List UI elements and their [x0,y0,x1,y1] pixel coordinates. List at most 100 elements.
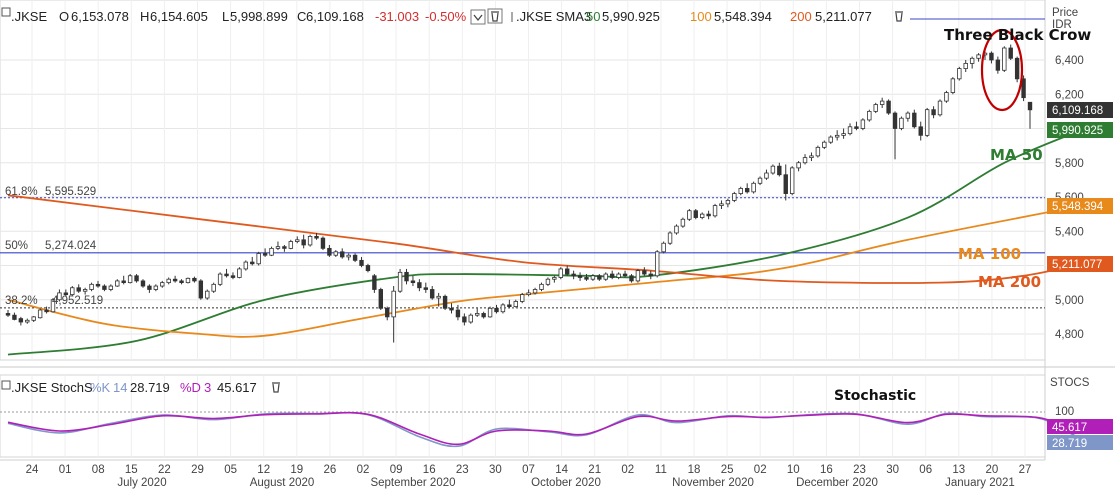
candle [442,294,448,311]
candle [25,318,30,324]
ma-line-ma100 [7,204,1082,338]
candle [950,77,956,95]
candle-body [404,271,409,282]
candle-body [494,307,499,313]
candle-body [95,283,101,287]
candle [121,275,126,285]
candle-body [301,239,306,246]
candle-body [610,273,615,278]
candle [134,274,139,283]
ma50-price-tag [1047,122,1113,138]
candle [410,275,416,287]
candle-body [944,92,949,102]
candle-body [352,254,358,261]
candle [172,275,178,283]
close-value: 6,109.168 [306,9,364,24]
candle-body [584,277,589,280]
candle-body [37,309,43,319]
candle [307,234,313,247]
candle-body [667,232,673,244]
day-tick-label: 16 [423,464,436,476]
legend-dropdown-button[interactable] [470,9,486,25]
candle [661,241,666,254]
annotation-ma200: MA 200 [978,273,1041,291]
candle [230,272,236,280]
candle [115,279,120,287]
candle-body [873,104,878,112]
candle-body [738,188,743,194]
candle-body [969,57,975,64]
candle-body [224,273,229,277]
candle [295,236,300,244]
candle-body [50,299,56,313]
candle-body [648,273,653,277]
candle [481,311,486,319]
candle-body [140,280,146,287]
candle [391,286,396,343]
candle [719,200,724,209]
candle-body [282,246,287,249]
candle [699,212,705,220]
candle [526,289,531,297]
stoch-k-tag [1047,435,1113,450]
stochastic-lines [7,411,1082,448]
day-tick-label: 11 [655,464,667,476]
candle-body [44,309,49,313]
candle [577,272,583,281]
candle-body [577,275,583,278]
candle [732,191,737,203]
candle [63,289,69,297]
candle [918,121,923,141]
month-label: January 2021 [945,477,1015,489]
candle [610,270,615,280]
candle [828,135,833,144]
day-tick-label: 13 [952,464,965,476]
day-tick-label: 23 [456,464,469,476]
day-tick-label: 29 [191,464,204,476]
candle-body [475,313,480,316]
candle [417,279,422,292]
candle [18,316,24,326]
candle [359,256,364,268]
sma100-value: 5,548.394 [714,9,772,24]
candle-body [565,268,570,275]
fib-618-pct: 61.8% [5,186,38,198]
candle [449,303,454,314]
candle [744,183,750,194]
legend-delete-button-2[interactable] [895,11,903,22]
candle-body [558,268,563,278]
change-value: -31.003 [375,9,419,24]
candle-body [905,112,911,119]
candle-body [513,301,518,307]
candle [5,310,11,317]
candle-body [616,273,621,278]
candle-body [487,307,493,318]
stoch-d-value: 45.617 [217,380,257,395]
annotation-ma100: MA 100 [958,245,1021,263]
candle [243,260,249,271]
candle-body [327,247,332,256]
stoch-legend-checkbox[interactable] [1,380,11,390]
candle-body [397,271,403,292]
candle [185,277,191,284]
candle [500,303,506,314]
fibonacci-levels [0,197,1045,309]
candle-body [192,277,197,282]
candle [674,224,679,235]
candle [423,282,428,293]
candle-body [455,309,461,318]
candle [565,265,570,276]
stoch-d-line [7,411,1082,446]
candle [738,186,743,196]
candle [957,66,962,81]
candle-body [963,63,968,69]
price-legend: .JKSE O 6,153.078 H 6,154.605 L 5,998.89… [1,7,903,25]
legend-checkbox[interactable] [1,7,11,17]
candle-body [526,292,531,296]
candle-body [346,254,351,258]
candle-body [1021,78,1026,99]
stoch-trash-icon[interactable] [272,382,280,393]
candle-body [892,112,898,129]
candle-body [603,273,608,280]
candle-body [31,316,36,321]
